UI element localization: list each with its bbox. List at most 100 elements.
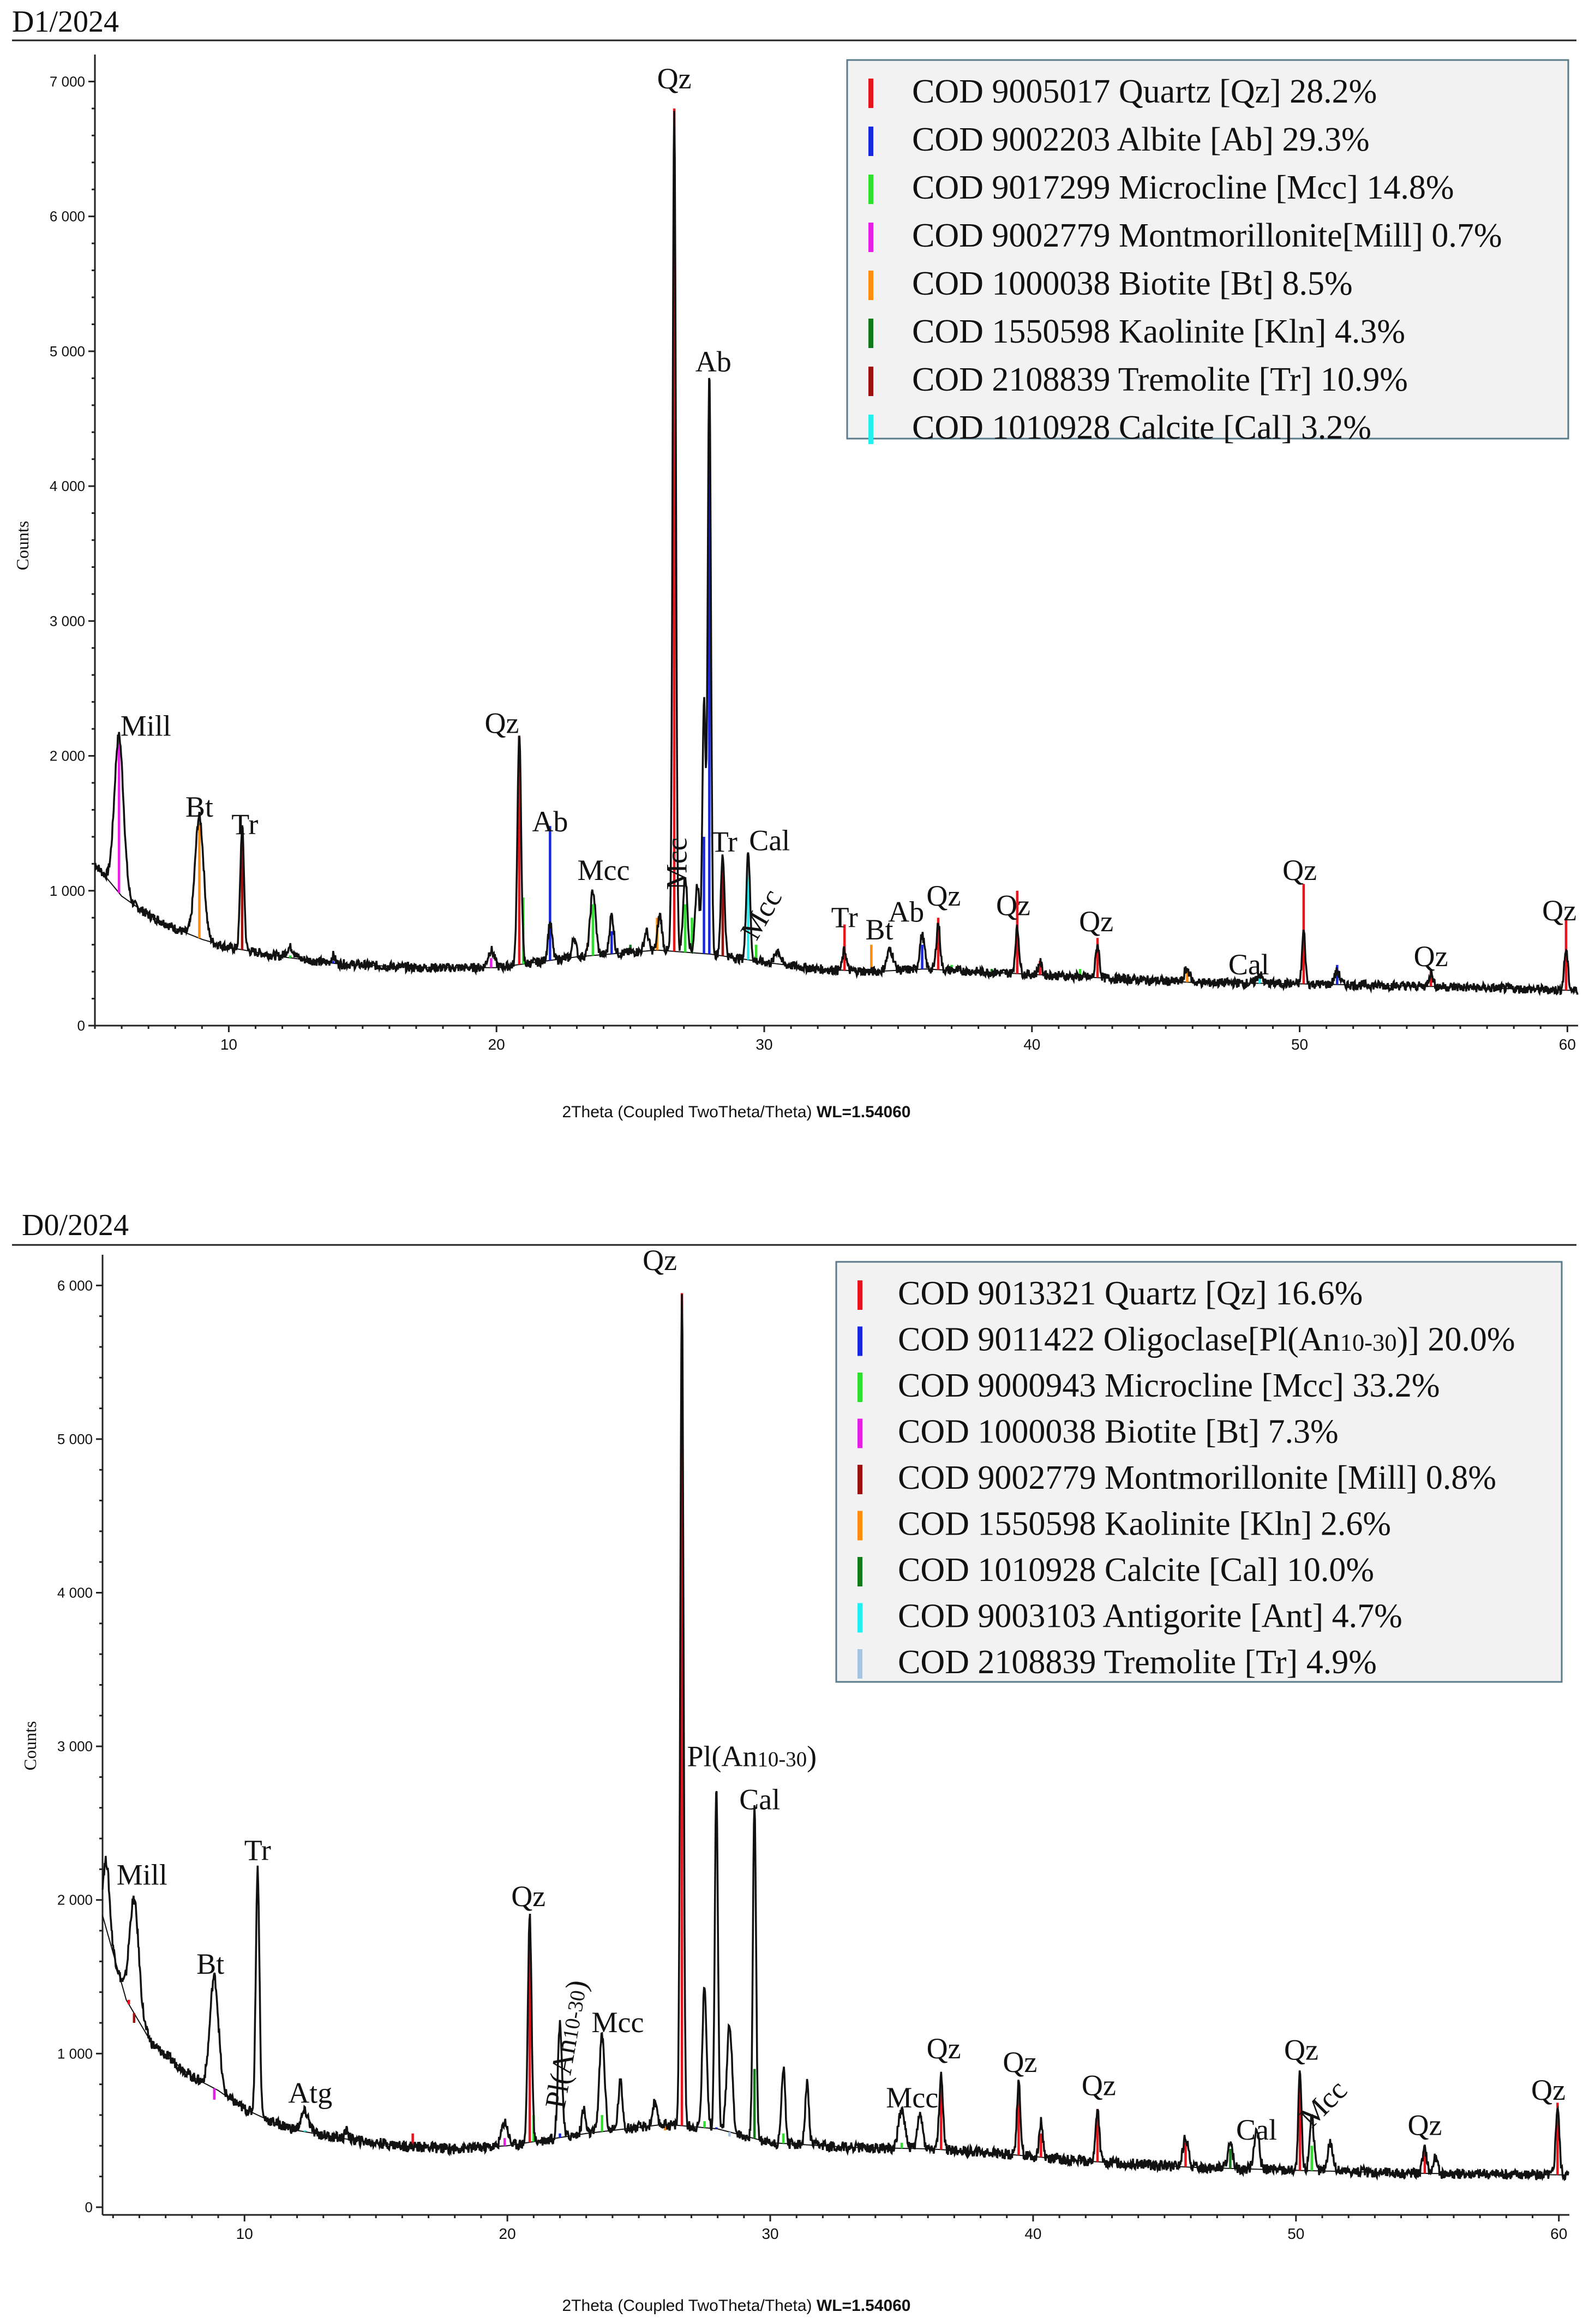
peak-label: Qz	[1531, 2074, 1566, 2106]
peak-label: Mill	[121, 709, 171, 742]
legend-swatch	[868, 175, 873, 204]
y-tick-label: 4 000	[57, 1585, 93, 1601]
legend-swatch	[868, 367, 873, 396]
legend-entry: COD 9003103 Antigorite [Ant] 4.7%	[898, 1598, 1402, 1635]
x-tick-label: 60	[1559, 1036, 1576, 1053]
peak-label: Cal	[749, 824, 790, 857]
legend-box	[846, 59, 1569, 440]
peak-label: Mill	[117, 1859, 167, 1891]
x-tick-label: 40	[1023, 1036, 1040, 1053]
peak-label: Cal	[1236, 2113, 1277, 2146]
peak-label: Qz	[1284, 2034, 1318, 2067]
peak-label: Cal	[739, 1783, 780, 1816]
peak-label: Qz	[643, 1244, 677, 1277]
x-tick-label: 30	[755, 1036, 772, 1053]
peak-label: Ab	[695, 345, 731, 378]
peak-label: Qz	[1542, 894, 1576, 927]
peak-label: Qz	[1282, 854, 1317, 887]
peak-label: Tr	[244, 1834, 271, 1867]
peak-label: Mcc	[661, 837, 693, 890]
legend-entry: COD 9013321 Quartz [Qz] 16.6%	[898, 1275, 1363, 1312]
x-tick-label: 50	[1287, 2225, 1304, 2242]
legend-swatch	[858, 1326, 862, 1356]
peak-label: Mcc	[886, 2081, 938, 2114]
peak-label: Pl(An10-30)	[539, 1978, 593, 2111]
x-tick-label: 20	[499, 2225, 516, 2242]
peak-label: Bt	[185, 790, 213, 823]
legend-swatch	[868, 223, 873, 252]
panel-title: D1/2024	[12, 5, 119, 39]
y-tick-label: 2 000	[57, 1892, 93, 1908]
peak-label: Cal	[1228, 948, 1269, 981]
peak-label: Pl(An10-30)	[687, 1740, 817, 1773]
legend-swatch	[868, 127, 873, 156]
legend-swatch	[858, 1418, 862, 1448]
peak-label: Tr	[231, 808, 258, 841]
peak-label: Qz	[511, 1880, 545, 1913]
y-axis-label: Counts	[20, 1721, 40, 1771]
legend-entry: COD 9002779 Montmorillonite[Mill] 0.7%	[912, 217, 1502, 254]
legend: COD 9013321 Quartz [Qz] 16.6% COD 9011422…	[858, 1275, 1515, 1681]
legend-entry: COD 9002203 Albite [Ab] 29.3%	[912, 121, 1370, 158]
legend-entry: COD 1000038 Biotite [Bt] 7.3%	[898, 1413, 1339, 1451]
y-tick-label: 0	[85, 2199, 93, 2215]
legend-swatch	[858, 1649, 862, 1679]
y-tick-label: 5 000	[50, 343, 85, 360]
x-tick-label: 30	[761, 2225, 778, 2242]
plot-area: 0 1 000 2 000 3 000 4 000 5 000 6 000 7 000 10 20…	[50, 55, 1579, 1053]
peak-label: Qz	[1407, 2109, 1442, 2142]
panel-title: D0/2024	[22, 1208, 129, 1242]
y-tick-label: 2 000	[50, 748, 85, 764]
legend-entry: COD 2108839 Tremolite [Tr] 4.9%	[898, 1644, 1377, 1681]
y-tick-label: 0	[77, 1017, 85, 1034]
peak-label: Qz	[1079, 905, 1113, 938]
legend-entry: COD 9000943 Microcline [Mcc] 33.2%	[898, 1367, 1440, 1404]
x-tick-label: 50	[1291, 1036, 1308, 1053]
x-tick-label: 60	[1550, 2225, 1567, 2242]
y-tick-label: 1 000	[57, 2045, 93, 2062]
legend-entry: COD 9002779 Montmorillonite [Mill] 0.8%	[898, 1459, 1496, 1496]
x-tick-label: 40	[1024, 2225, 1041, 2242]
xrd-panel-d1: D1/2024 Counts 2Theta (Coupled TwoTheta/…	[12, 5, 1579, 1121]
x-tick-label: 20	[488, 1036, 505, 1053]
legend-swatch	[858, 1603, 862, 1633]
peak-label: Qz	[485, 707, 519, 740]
peak-label: Qz	[1003, 2046, 1037, 2079]
x-axis-label: 2Theta (Coupled TwoTheta/Theta) WL=1.540…	[562, 2297, 911, 2315]
legend: COD 9005017 Quartz [Qz] 28.2% COD 9002203…	[868, 73, 1502, 446]
legend-box	[835, 1261, 1563, 1683]
peak-label: Bt	[196, 1948, 224, 1980]
legend-entry: COD 9017299 Microcline [Mcc] 14.8%	[912, 169, 1454, 206]
peak-label: Ab	[532, 805, 568, 838]
legend-swatch	[868, 415, 873, 444]
legend-entry: COD 1010928 Calcite [Cal] 3.2%	[912, 409, 1371, 446]
legend-swatch	[868, 79, 873, 108]
xrd-panel-d0: D0/2024 Counts 2Theta (Coupled TwoTheta/…	[12, 1208, 1576, 2315]
peak-label: Mcc	[592, 2006, 644, 2039]
peak-label: Qz	[657, 62, 692, 95]
y-axis-label: Counts	[13, 521, 32, 571]
legend-entry: COD 2108839 Tremolite [Tr] 10.9%	[912, 361, 1408, 398]
legend-swatch	[858, 1280, 862, 1310]
peak-label: Atg	[288, 2076, 332, 2109]
peak-label: Qz	[926, 879, 961, 912]
legend-entry: COD 9011422 Oligoclase[Pl(An10-30)] 20.0…	[898, 1321, 1515, 1358]
peak-label: Qz	[927, 2032, 961, 2065]
legend-entry: COD 1550598 Kaolinite [Kln] 2.6%	[898, 1506, 1391, 1543]
x-tick-label: 10	[236, 2225, 253, 2242]
legend-swatch	[858, 1511, 862, 1541]
legend-swatch	[858, 1373, 862, 1402]
peak-label: Qz	[1082, 2069, 1116, 2101]
xrd-trace	[94, 111, 1579, 996]
y-tick-label: 7 000	[50, 73, 85, 89]
y-tick-label: 6 000	[57, 1277, 93, 1293]
peak-label: Tr	[711, 825, 737, 858]
legend-swatch	[858, 1557, 862, 1586]
legend-swatch	[868, 271, 873, 300]
y-tick-label: 5 000	[57, 1431, 93, 1447]
legend-entry: COD 1000038 Biotite [Bt] 8.5%	[912, 265, 1353, 302]
y-tick-label: 3 000	[50, 613, 85, 629]
x-tick-label: 10	[220, 1036, 237, 1053]
xrd-trace	[101, 1294, 1569, 2182]
